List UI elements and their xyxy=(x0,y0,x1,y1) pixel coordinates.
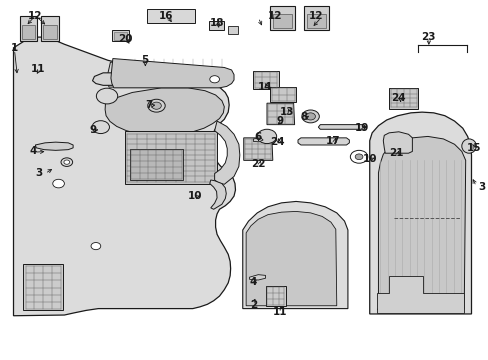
Text: 12: 12 xyxy=(267,11,282,21)
Polygon shape xyxy=(369,112,470,314)
Polygon shape xyxy=(125,131,217,184)
Polygon shape xyxy=(376,136,465,309)
Ellipse shape xyxy=(257,129,276,144)
Polygon shape xyxy=(146,9,195,23)
Polygon shape xyxy=(21,25,35,39)
Text: 22: 22 xyxy=(250,159,265,169)
Text: 4: 4 xyxy=(29,147,37,157)
Polygon shape xyxy=(209,180,226,209)
Polygon shape xyxy=(297,138,348,145)
Text: 15: 15 xyxy=(466,143,480,153)
Polygon shape xyxy=(253,138,263,142)
Text: 1: 1 xyxy=(11,43,18,53)
Polygon shape xyxy=(245,211,336,306)
Text: 7: 7 xyxy=(145,100,153,110)
Polygon shape xyxy=(214,121,239,184)
Text: 3: 3 xyxy=(35,168,42,178)
Ellipse shape xyxy=(461,139,475,153)
Polygon shape xyxy=(253,71,278,89)
Text: 9: 9 xyxy=(276,116,283,126)
Text: 9: 9 xyxy=(90,125,97,135)
Ellipse shape xyxy=(91,243,101,249)
Polygon shape xyxy=(272,14,292,28)
Polygon shape xyxy=(208,21,224,30)
Ellipse shape xyxy=(61,158,73,166)
Text: 10: 10 xyxy=(362,154,376,163)
Text: 6: 6 xyxy=(254,132,262,142)
Polygon shape xyxy=(43,25,57,39)
Polygon shape xyxy=(41,17,59,41)
Polygon shape xyxy=(35,142,73,150)
Polygon shape xyxy=(388,88,417,109)
Ellipse shape xyxy=(147,99,165,112)
Polygon shape xyxy=(92,73,226,85)
Polygon shape xyxy=(376,276,463,313)
Ellipse shape xyxy=(354,154,362,159)
Polygon shape xyxy=(306,14,325,28)
Ellipse shape xyxy=(92,121,109,134)
Ellipse shape xyxy=(96,88,118,104)
Polygon shape xyxy=(383,132,411,153)
Text: 16: 16 xyxy=(159,11,173,21)
Polygon shape xyxy=(112,30,129,41)
Text: 11: 11 xyxy=(272,307,287,317)
Polygon shape xyxy=(266,103,294,125)
Polygon shape xyxy=(105,88,224,135)
Text: 24: 24 xyxy=(391,93,406,103)
Text: 18: 18 xyxy=(209,18,224,28)
Ellipse shape xyxy=(209,76,219,83)
Ellipse shape xyxy=(53,179,64,188)
Polygon shape xyxy=(23,264,63,310)
Text: 19: 19 xyxy=(355,123,369,133)
Text: 3: 3 xyxy=(478,182,485,192)
Polygon shape xyxy=(304,6,328,30)
Text: 20: 20 xyxy=(118,34,132,44)
Text: 17: 17 xyxy=(325,136,340,146)
Polygon shape xyxy=(270,87,295,102)
Ellipse shape xyxy=(349,150,367,163)
Text: 11: 11 xyxy=(30,64,45,74)
Text: 24: 24 xyxy=(270,138,285,148)
Text: 12: 12 xyxy=(308,11,323,21)
Text: 4: 4 xyxy=(249,277,257,287)
Text: 13: 13 xyxy=(280,107,294,117)
Polygon shape xyxy=(249,275,265,280)
Ellipse shape xyxy=(301,110,319,123)
Polygon shape xyxy=(318,125,365,129)
Text: 10: 10 xyxy=(187,191,202,201)
Text: 5: 5 xyxy=(141,55,148,65)
Ellipse shape xyxy=(64,160,70,164)
Text: 14: 14 xyxy=(258,82,272,92)
Polygon shape xyxy=(111,59,234,88)
Polygon shape xyxy=(114,32,127,40)
Polygon shape xyxy=(107,62,229,87)
Text: 23: 23 xyxy=(420,32,434,42)
Polygon shape xyxy=(265,286,285,306)
Polygon shape xyxy=(243,138,272,160)
Text: 21: 21 xyxy=(388,148,403,158)
Ellipse shape xyxy=(305,113,315,120)
Polygon shape xyxy=(228,26,238,33)
Text: 8: 8 xyxy=(300,112,307,122)
Polygon shape xyxy=(20,17,37,41)
Polygon shape xyxy=(14,37,235,316)
Text: 12: 12 xyxy=(28,11,42,21)
Ellipse shape xyxy=(151,102,161,109)
Polygon shape xyxy=(242,202,347,309)
Text: 2: 2 xyxy=(249,300,257,310)
Polygon shape xyxy=(270,6,294,30)
Polygon shape xyxy=(129,149,183,180)
